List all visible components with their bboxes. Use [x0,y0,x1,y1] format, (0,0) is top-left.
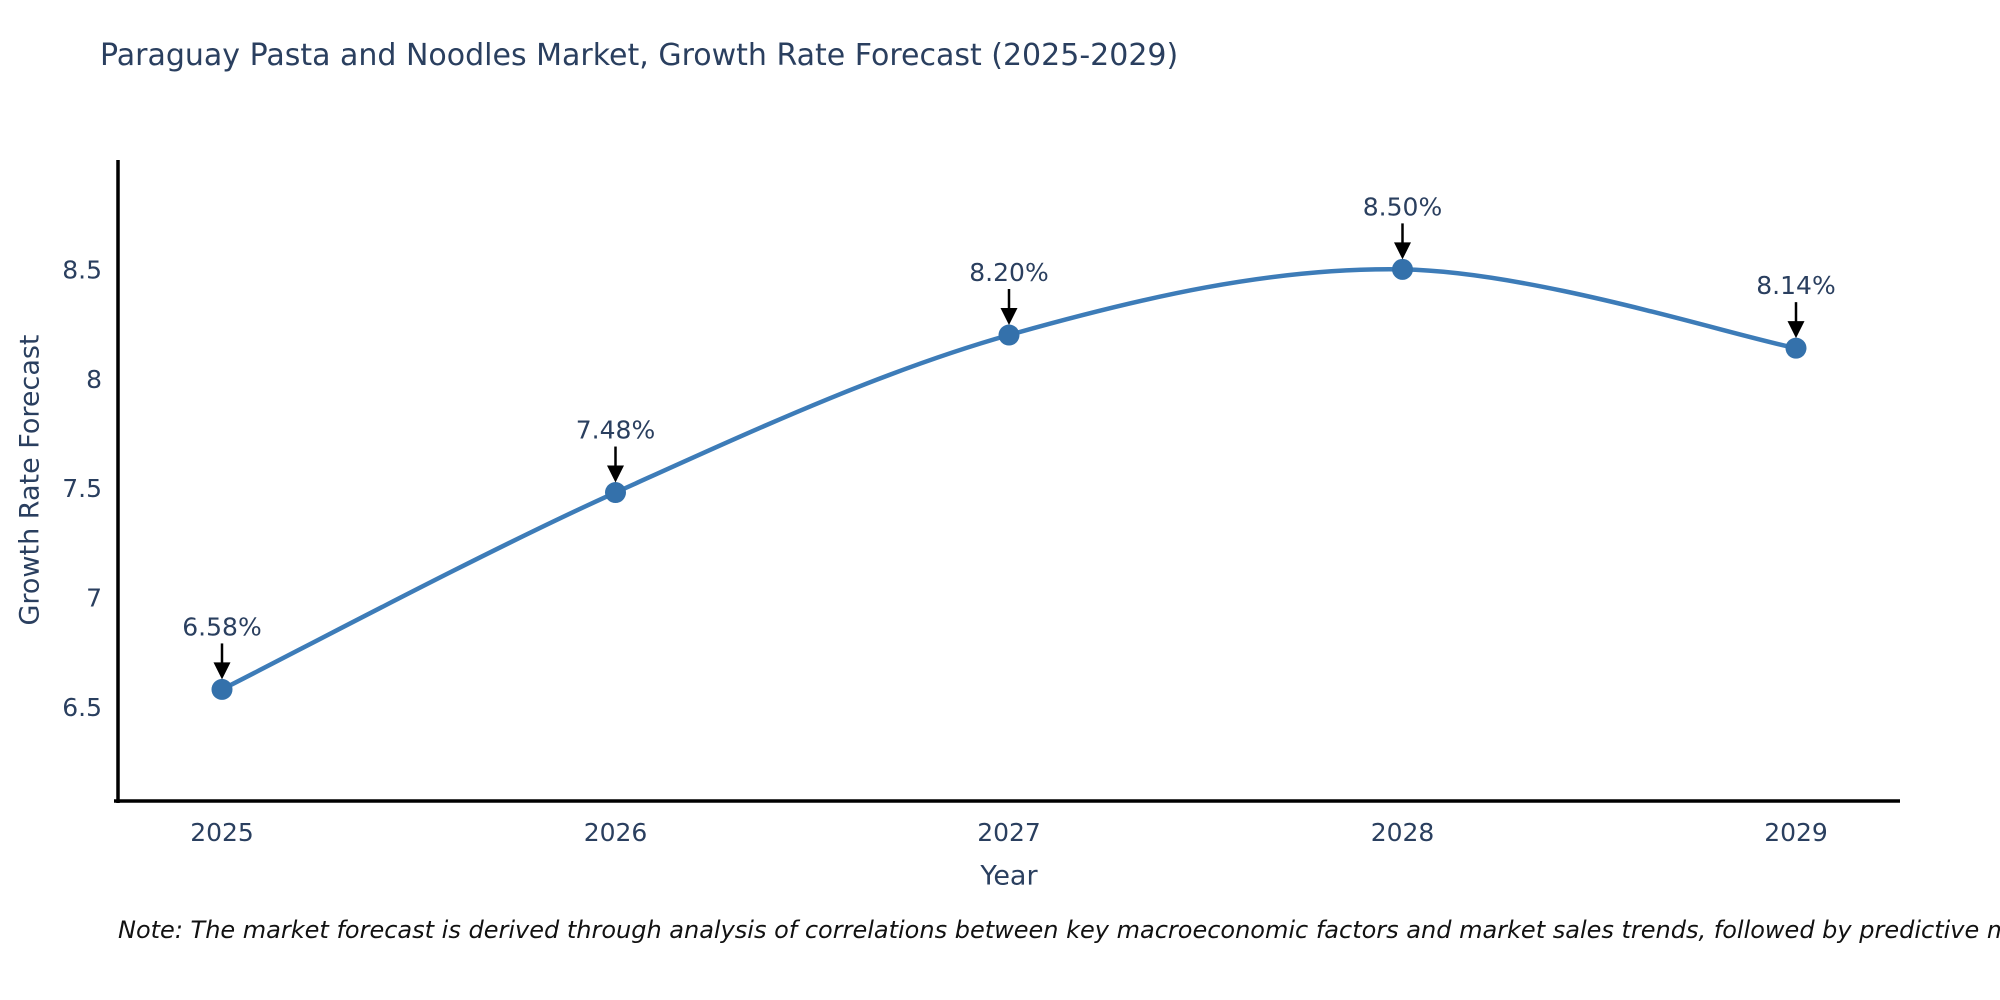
chart-title: Paraguay Pasta and Noodles Market, Growt… [100,38,1179,73]
footnote: Note: The market forecast is derived thr… [118,916,2000,944]
point-annotation: 7.48% [576,416,655,445]
point-annotation: 8.20% [969,258,1048,287]
annotation-arrow-head [1000,308,1018,326]
data-point-marker [998,324,1020,346]
x-axis-title: Year [980,860,1038,892]
y-tick-label: 7.5 [62,474,102,503]
x-tick-label: 2029 [1764,818,1828,847]
x-tick-label: 2027 [977,818,1041,847]
data-point-marker [211,678,233,700]
x-tick-label: 2026 [584,818,648,847]
y-tick-label: 6.5 [62,693,102,722]
x-tick-label: 2028 [1371,818,1435,847]
y-tick-label: 7 [86,584,102,613]
y-tick-label: 8.5 [62,255,102,284]
point-annotation: 8.50% [1363,192,1442,221]
y-tick-label: 8 [86,365,102,394]
data-point-marker [1392,258,1413,280]
data-point-marker [1785,337,1807,359]
point-annotation: 8.14% [1756,271,1835,300]
annotation-arrow-head [1787,321,1805,339]
data-point-marker [605,482,626,504]
y-axis-title: Growth Rate Forecast [14,334,46,626]
annotation-arrow-head [1394,242,1411,260]
point-annotation: 6.58% [182,612,261,641]
annotation-arrow-head [213,662,231,680]
x-tick-label: 2025 [190,818,254,847]
annotation-arrow-head [607,465,624,483]
